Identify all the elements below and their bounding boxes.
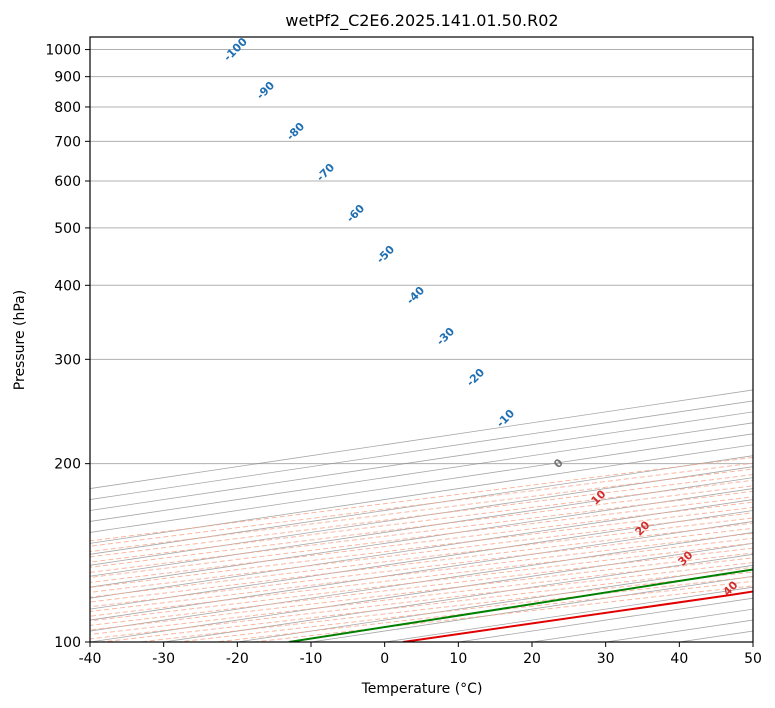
y-axis-label: Pressure (hPa) [12,290,28,390]
plot-frame [89,36,754,643]
x-tick-label: 10 [449,651,467,667]
isotherm-line [90,521,753,621]
moist-adiabats [764,37,775,464]
y-tick-label: 900 [54,70,81,86]
y-tick-label: 400 [54,278,81,294]
x-axis-label: Temperature (°C) [361,681,483,697]
x-tick-label: 50 [744,651,762,667]
isotherm-line [90,444,753,544]
isotherm-line [90,510,753,610]
y-tick-label: 300 [54,352,81,368]
x-tick-label: 0 [380,651,389,667]
y-tick-label: 1000 [45,43,81,59]
moist-adiabat-line [764,37,775,464]
plot-area: 0.10.20.40.611.52346810131620253036-100-… [90,37,775,642]
isotherm-line [90,455,753,555]
y-tick-label: 500 [54,221,81,237]
isotherm-line [90,532,753,632]
isotherm-line [90,466,753,566]
y-tick-label: 800 [54,100,81,116]
isotherm-line [90,477,753,577]
y-tick-label: 200 [54,457,81,473]
y-tick-label: 600 [54,174,81,190]
x-tick-label: -10 [300,651,323,667]
isotherm-line [90,488,753,588]
x-tick-label: -30 [152,651,175,667]
y-tick-label: 100 [54,635,81,651]
chart-title: wetPf2_C2E6.2025.141.01.50.R02 [285,11,558,31]
x-tick-label: 40 [670,651,688,667]
x-tick-label: -40 [79,651,102,667]
pressure-gridlines [90,49,753,642]
x-tick-label: -20 [226,651,249,667]
x-tick-label: 20 [523,651,541,667]
axes: -40 -30 -20 -10 0 10 20 30 40 50 1000 900 800 700 600 5… [45,43,762,667]
x-tick-label: 30 [597,651,615,667]
y-tick-label: 700 [54,134,81,150]
isotherm-line [752,641,753,642]
